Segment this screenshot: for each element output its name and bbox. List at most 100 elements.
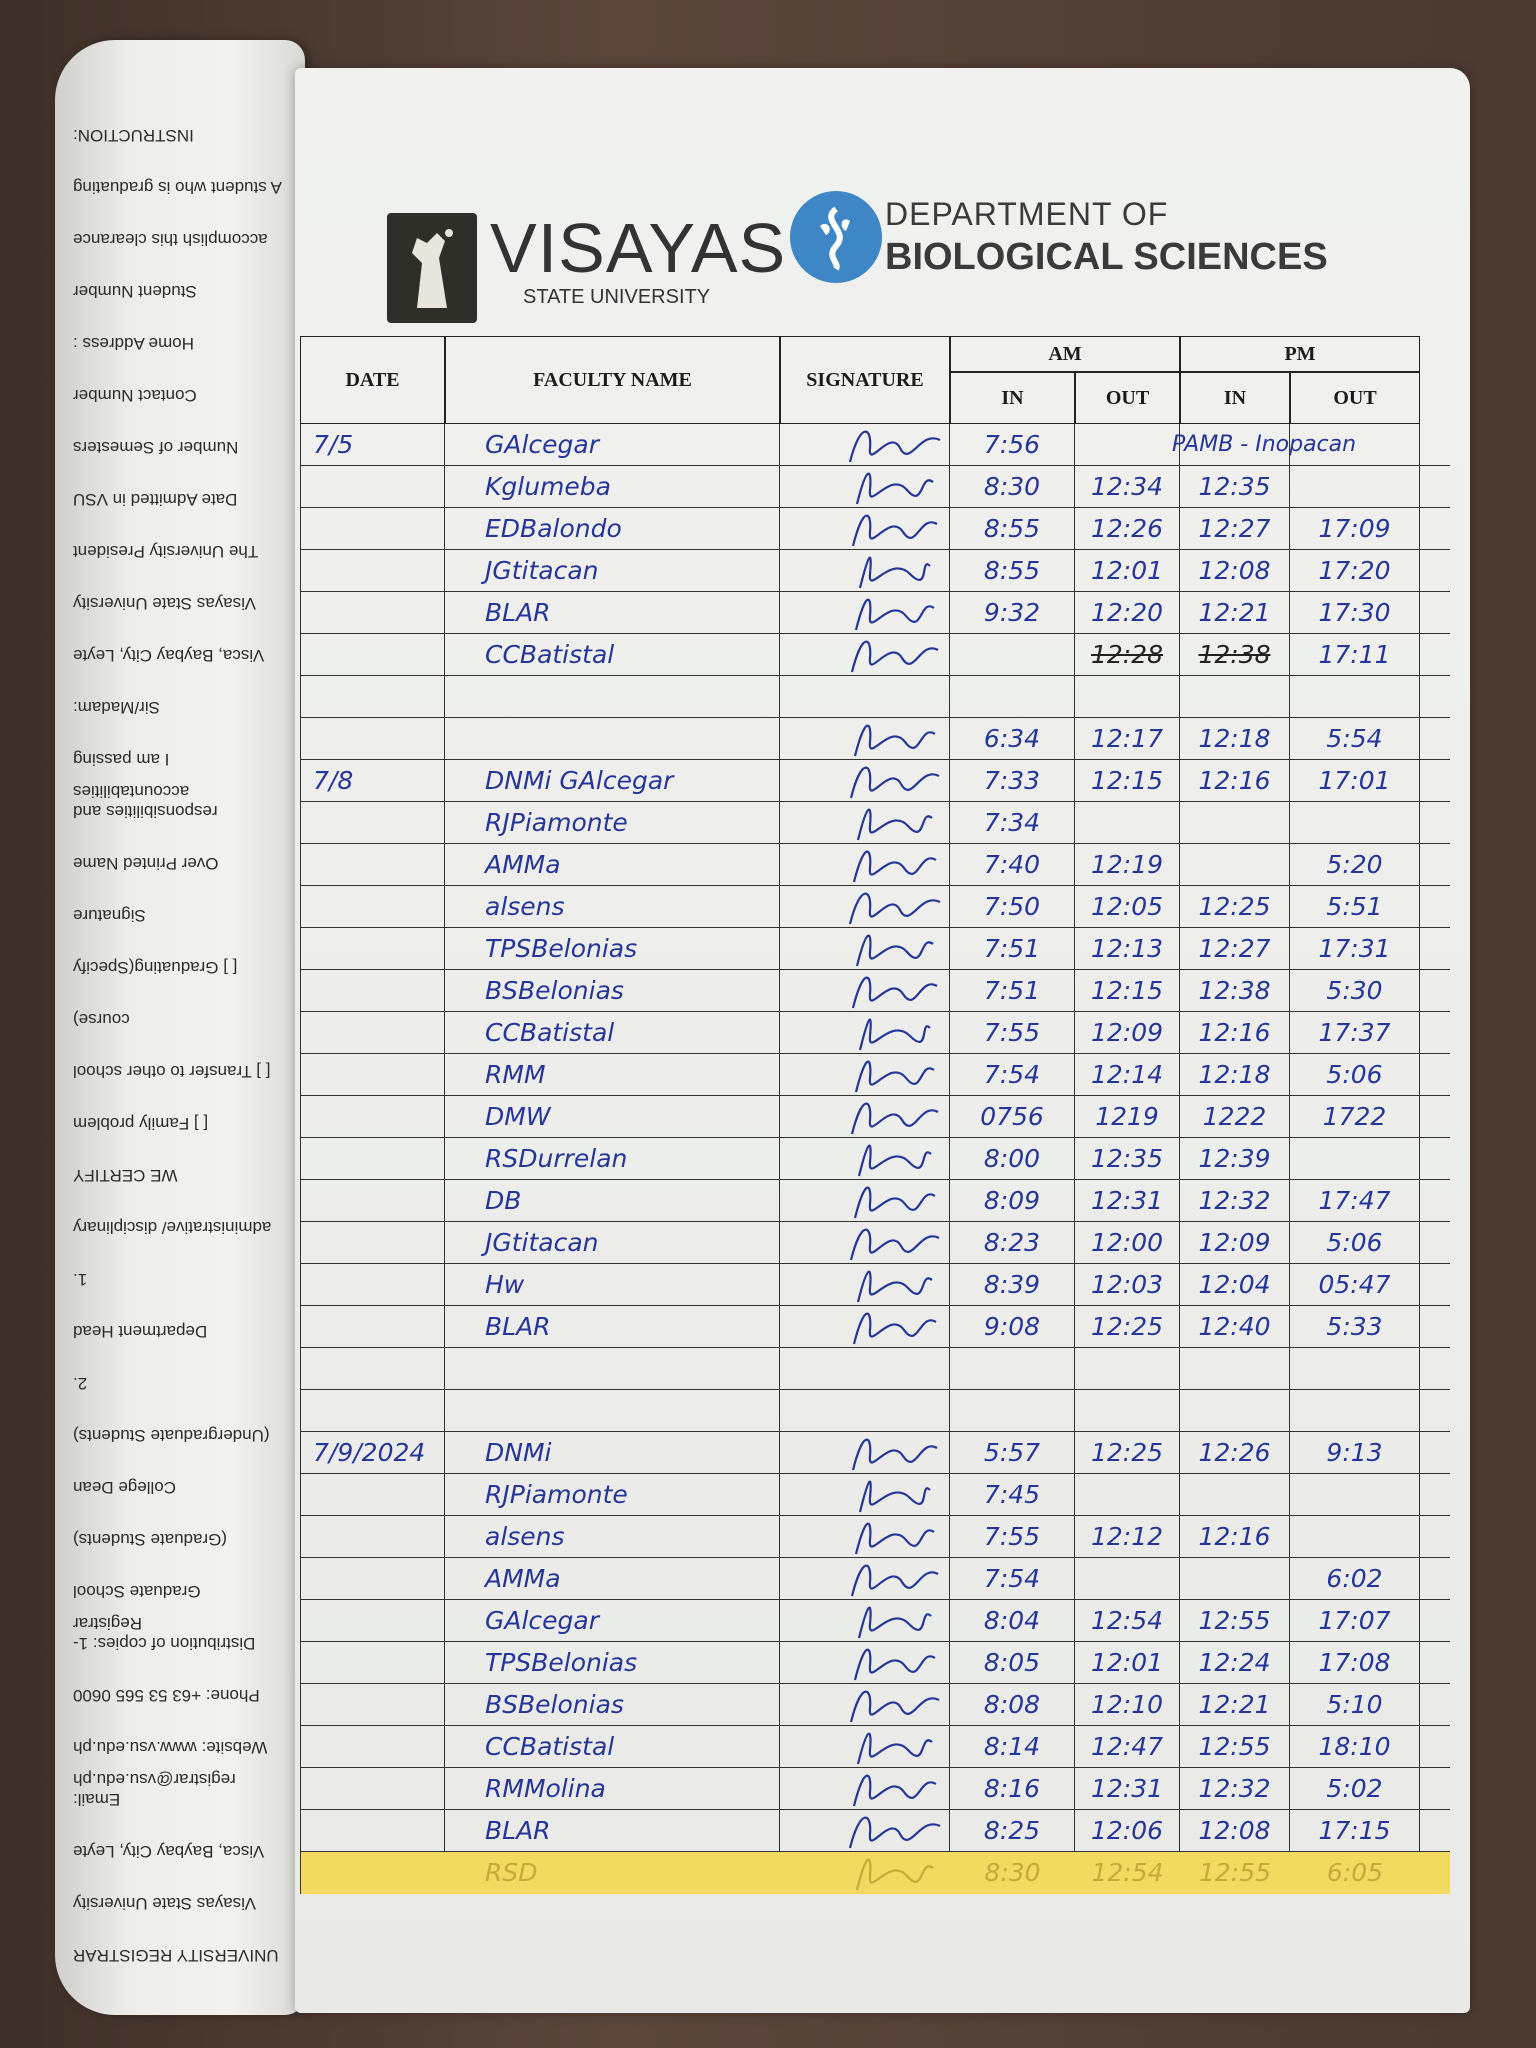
cell-am-out: 12:17 [1075, 718, 1180, 760]
name-value: alsens [485, 892, 565, 921]
date-value [301, 808, 313, 837]
form-text-line: Home Address : [73, 334, 194, 353]
date-value [301, 1060, 313, 1089]
table-row: DB 8:09 12:31 12:32 17:47 [300, 1180, 1450, 1222]
cell-am-in: 8:08 [950, 1684, 1075, 1726]
cell-signature [780, 970, 950, 1012]
am-in-value: 7:33 [983, 766, 1041, 795]
cell-name: AMMa [445, 1558, 780, 1600]
header-date: DATE [300, 336, 445, 424]
am-out-value: 12:25 [1090, 1312, 1164, 1341]
cell-name: BSBelonias [445, 1684, 780, 1726]
cell-pm-in: 12:08 [1180, 1810, 1290, 1852]
cell-am-out: 12:13 [1075, 928, 1180, 970]
pm-in-value: 12:38 [1198, 640, 1271, 669]
cell-am-out: 12:09 [1075, 1012, 1180, 1054]
pm-in-value: 12:08 [1198, 1816, 1271, 1845]
cell-pm-in: 12:21 [1180, 1684, 1290, 1726]
cell-pm-out: 6:05 [1290, 1852, 1420, 1894]
signature-scribble [853, 724, 936, 757]
am-out-value: 12:05 [1090, 892, 1164, 921]
cell-name: alsens [445, 886, 780, 928]
cell-pm-out: 9:13 [1290, 1432, 1420, 1474]
cell-pm-out: 5:51 [1290, 886, 1420, 928]
cell-pm-in: 12:55 [1180, 1726, 1290, 1768]
name-value: GAlcegar [485, 430, 600, 459]
am-in-value: 9:32 [983, 598, 1041, 627]
cell-am-in: 9:08 [950, 1306, 1075, 1348]
name-value: Kglumeba [485, 472, 611, 501]
name-value: DMW [485, 1102, 551, 1131]
cell-signature [780, 928, 950, 970]
am-out-value: 12:15 [1090, 976, 1164, 1005]
cell-pm-out [1290, 1348, 1420, 1390]
form-text-line: course) [73, 1010, 130, 1029]
cell-signature [780, 1012, 950, 1054]
am-in-value: 8:00 [983, 1144, 1041, 1173]
cell-date [300, 1600, 445, 1642]
cell-date [300, 886, 445, 928]
name-value [445, 724, 485, 753]
date-value [301, 1396, 313, 1425]
cell-pm-out: 5:30 [1290, 970, 1420, 1012]
university-name: VISAYAS [490, 209, 787, 287]
signature-scribble [856, 1270, 933, 1303]
am-in-value: 7:54 [983, 1564, 1041, 1593]
cell-pm-in: 12:26 [1180, 1432, 1290, 1474]
cell-pm-in: 1222 [1180, 1096, 1290, 1138]
pm-out-value: 6:02 [1326, 1564, 1383, 1593]
cell-pm-in: 12:16 [1180, 760, 1290, 802]
cell-am-in: 0756 [950, 1096, 1075, 1138]
am-out-value: 12:25 [1090, 1438, 1164, 1467]
cell-am-out: 12:34 [1075, 466, 1180, 508]
cell-pm-in: 12:55 [1180, 1852, 1290, 1894]
date-value [301, 1522, 313, 1551]
cell-pm-out: 5:02 [1290, 1768, 1420, 1810]
cell-name: RSDurrelan [445, 1138, 780, 1180]
cell-name: RMMolina [445, 1768, 780, 1810]
form-text-line: The University President [73, 542, 259, 561]
cell-signature [780, 1054, 950, 1096]
cell-pm-in [1180, 1390, 1290, 1432]
pm-out-value: 17:30 [1318, 598, 1391, 627]
cell-pm-out: 17:07 [1290, 1600, 1420, 1642]
am-out-value: 1219 [1095, 1102, 1159, 1131]
signature-scribble [852, 850, 937, 883]
form-text-line: Department Head [73, 1322, 208, 1341]
cell-am-in [950, 1348, 1075, 1390]
cell-signature [780, 1348, 950, 1390]
cell-pm-in [1180, 1558, 1290, 1600]
cell-signature [780, 1306, 950, 1348]
cell-signature [780, 1684, 950, 1726]
form-text-line: Visayas State University [73, 594, 256, 613]
cell-name: CCBatistal [445, 634, 780, 676]
cell-am-out: 12:19 [1075, 844, 1180, 886]
pm-out-value: 5:51 [1326, 892, 1383, 921]
cell-am-out [1075, 1348, 1180, 1390]
pm-out-value: 18:10 [1318, 1732, 1391, 1761]
signature-scribble [849, 1690, 940, 1723]
cell-am-out: 12:25 [1075, 1432, 1180, 1474]
cell-pm-out: 5:20 [1290, 844, 1420, 886]
logbook-page: VISAYAS STATE UNIVERSITY DEPARTMENT OF B… [295, 68, 1470, 2013]
signature-scribble [856, 808, 933, 841]
am-out-value: 12:01 [1090, 556, 1164, 585]
cell-name: GAlcegar [445, 1600, 780, 1642]
am-in-value: 8:09 [983, 1186, 1041, 1215]
cell-signature [780, 802, 950, 844]
cell-signature [780, 1096, 950, 1138]
pm-in-value: 12:39 [1198, 1144, 1271, 1173]
am-out-value: 12:47 [1090, 1732, 1164, 1761]
cell-pm-in: 12:18 [1180, 1054, 1290, 1096]
name-value: TPSBelonias [485, 934, 638, 963]
cell-am-out: 1219 [1075, 1096, 1180, 1138]
cell-pm-out: 17:47 [1290, 1180, 1420, 1222]
am-out-value: 12:19 [1090, 850, 1164, 879]
pm-in-value: 12:55 [1198, 1858, 1272, 1887]
cell-signature [780, 1558, 950, 1600]
cell-am-in: 7:40 [950, 844, 1075, 886]
cell-am-out [1075, 424, 1180, 466]
cell-date [300, 718, 445, 760]
am-out-value: 12:10 [1090, 1690, 1164, 1719]
pm-out-value: 17:11 [1318, 640, 1391, 669]
